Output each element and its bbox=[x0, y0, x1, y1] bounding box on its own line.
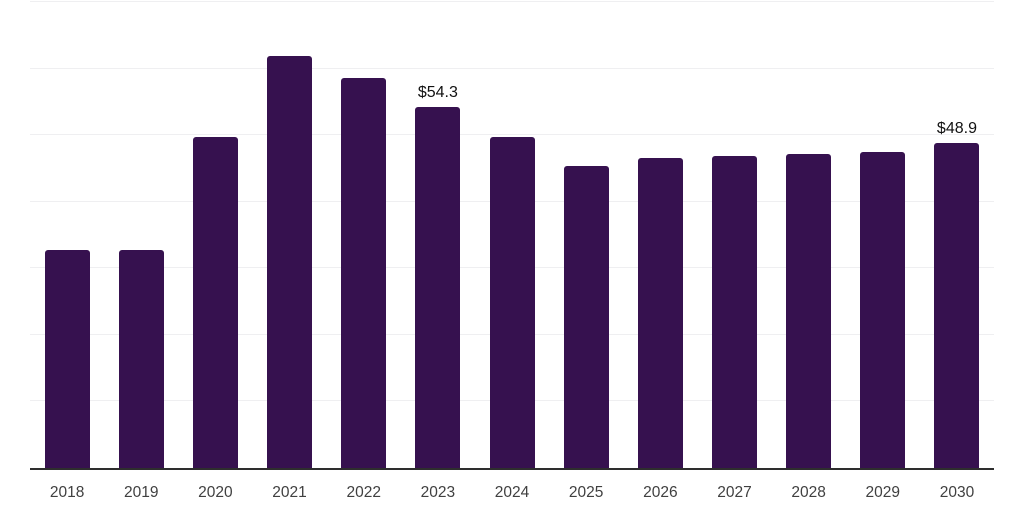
data-label-2023: $54.3 bbox=[417, 83, 458, 101]
bar-slot-2018 bbox=[30, 2, 104, 470]
bar-2029 bbox=[860, 151, 906, 470]
x-tick-label-2020: 2020 bbox=[198, 484, 233, 501]
x-tick-label-2030: 2030 bbox=[939, 484, 975, 501]
x-tick-label-2029: 2029 bbox=[865, 484, 901, 501]
bar-2028 bbox=[786, 153, 832, 470]
bar-slot-2022 bbox=[327, 2, 401, 470]
x-axis-line bbox=[30, 468, 994, 470]
bar-2021 bbox=[267, 55, 313, 470]
bar-2030: $48.9 bbox=[934, 120, 980, 470]
bar-slot-2026 bbox=[623, 2, 697, 470]
x-tick-label-2023: 2023 bbox=[420, 484, 456, 501]
bar-slot-2023: $54.3 bbox=[401, 2, 475, 470]
bar-slot-2028 bbox=[772, 2, 846, 470]
x-tick-label-2022: 2022 bbox=[346, 484, 381, 501]
bar-2026 bbox=[637, 158, 683, 470]
bar-2024 bbox=[489, 137, 535, 470]
x-tick-label-2024: 2024 bbox=[494, 484, 530, 501]
bar-slot-2024 bbox=[475, 2, 549, 470]
bar-2019 bbox=[118, 250, 164, 470]
x-tick-label-2026: 2026 bbox=[643, 484, 678, 501]
bar-2023: $54.3 bbox=[415, 84, 461, 470]
bar-slot-2030: $48.9 bbox=[920, 2, 994, 470]
gridline-70 bbox=[30, 1, 994, 2]
bar-2020 bbox=[192, 137, 238, 470]
bar-slot-2020 bbox=[178, 2, 252, 470]
bar-2025 bbox=[563, 165, 609, 470]
chart-plot-area: $54.3 $48.9 bbox=[30, 1, 994, 470]
bar-slot-2021 bbox=[252, 2, 326, 470]
bar-slot-2025 bbox=[549, 2, 623, 470]
x-tick-label-2027: 2027 bbox=[717, 484, 752, 501]
x-tick-label-2025: 2025 bbox=[568, 484, 604, 501]
bar-slot-2019 bbox=[104, 2, 178, 470]
gridline-60 bbox=[30, 67, 994, 69]
bar-slot-2029 bbox=[846, 2, 920, 470]
bar-2027 bbox=[711, 156, 757, 470]
x-axis-tick-labels: 2018 2019 2020 2021 2022 2023 2024 2025 2026 2027… bbox=[30, 484, 994, 502]
x-tick-label-2021: 2021 bbox=[272, 484, 307, 501]
data-label-2030: $48.9 bbox=[936, 120, 977, 138]
x-tick-label-2018: 2018 bbox=[49, 484, 85, 501]
x-tick-label-2019: 2019 bbox=[123, 484, 159, 501]
x-tick-label-2028: 2028 bbox=[791, 484, 826, 501]
bar-2018 bbox=[44, 250, 90, 470]
bar-2022 bbox=[341, 77, 387, 470]
gridline-50 bbox=[30, 134, 994, 136]
bar-slot-2027 bbox=[697, 2, 771, 470]
bars-layer: $54.3 $48.9 bbox=[30, 2, 994, 470]
